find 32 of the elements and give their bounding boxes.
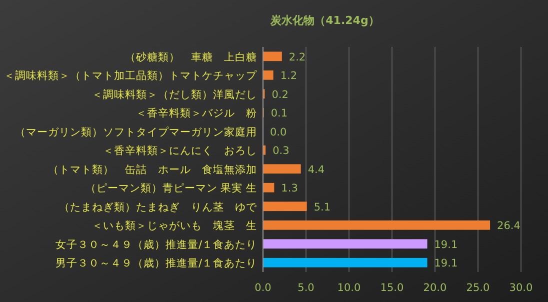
- data-label: 0.1: [270, 108, 288, 120]
- x-tick-label: 15.0: [380, 282, 404, 294]
- y-tick-label: （砂糖類） 車糖 上白糖: [125, 50, 257, 64]
- data-label: 19.1: [434, 258, 458, 270]
- y-tick-label: 男子３０～４９（歳）推進量/１食あたり: [55, 256, 257, 270]
- x-tick-label: 5.0: [298, 282, 314, 294]
- y-tick-label: （マーガリン類）ソフトタイプマーガリン家庭用: [15, 125, 257, 138]
- y-tick-label: 女子３０～４９（歳）推進量/１食あたり: [55, 238, 257, 251]
- data-label: 2.2: [288, 51, 306, 64]
- x-tick-label: 0.0: [254, 282, 272, 294]
- data-label: 19.1: [434, 238, 458, 251]
- y-tick-label: （ピーマン類）青ピーマン 果実 生: [85, 182, 257, 195]
- y-tick-label: ＜調味料類＞（トマト加工品類）トマトケチャップ: [4, 69, 258, 82]
- x-tick-label: 20.0: [423, 282, 447, 294]
- y-tick-label: （トマト類） 缶詰 ホール 食塩無添加: [48, 162, 257, 176]
- x-tick-label: 10.0: [337, 282, 361, 294]
- y-tick-label: ＜香辛料類＞バジル 粉: [136, 106, 257, 120]
- data-label: 1.3: [281, 182, 298, 195]
- data-label: 0.0: [270, 126, 287, 138]
- x-tick-label: 25.0: [466, 282, 490, 294]
- chart-title: 炭水化物（41.24g）: [270, 14, 380, 27]
- data-label: 0.3: [272, 145, 290, 158]
- y-tick-label: ＜香辛料類＞にんにく おろし: [103, 144, 257, 158]
- data-label: 1.2: [280, 70, 298, 82]
- y-tick-label: ＜いも類＞じゃがいも 塊茎 生: [92, 219, 257, 232]
- data-label: 0.2: [272, 88, 288, 101]
- x-tick-label: 30.0: [509, 282, 533, 294]
- y-tick-label: ＜調味料類＞（だし類）洋風だし: [92, 88, 257, 101]
- data-label: 4.4: [308, 164, 325, 176]
- data-label: 26.4: [497, 220, 521, 232]
- y-tick-label: （たまねぎ類）たまねぎ りん茎 ゆで: [59, 200, 258, 214]
- data-label: 5.1: [314, 201, 331, 214]
